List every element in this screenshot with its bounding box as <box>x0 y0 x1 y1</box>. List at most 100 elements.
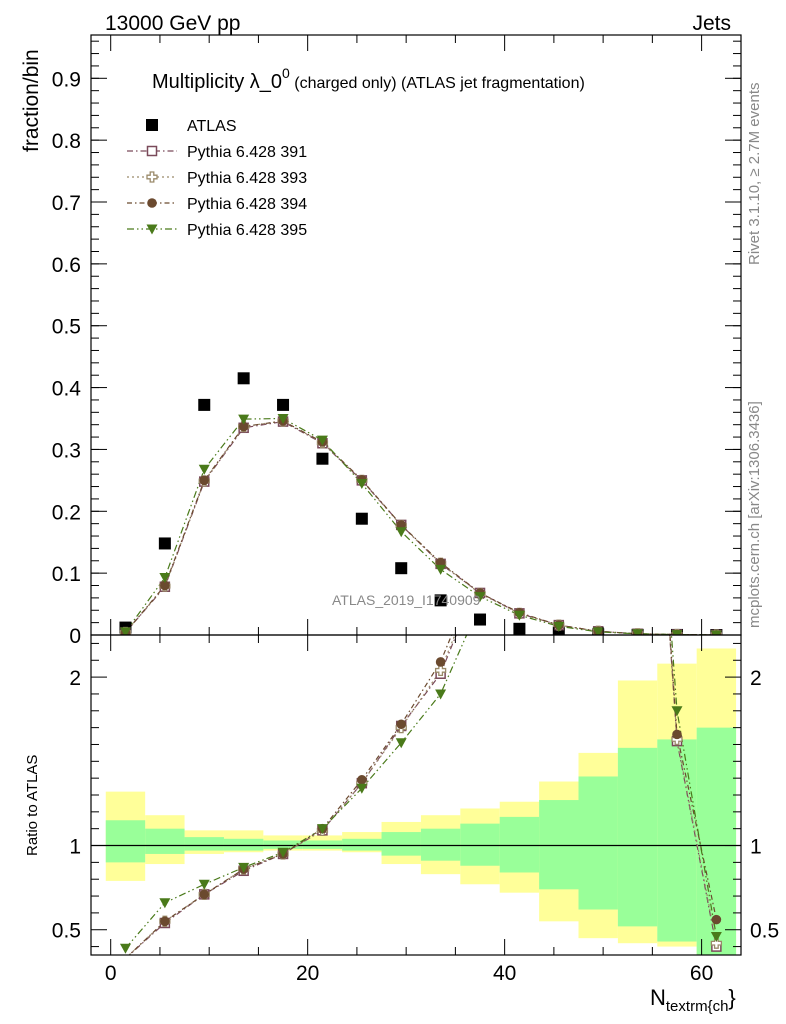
header-jets: Jets <box>692 12 731 35</box>
header-energy: 13000 GeV pp <box>105 12 240 35</box>
legend-label: ATLAS <box>187 118 237 135</box>
data-point <box>160 580 170 591</box>
ratio-point <box>435 657 446 667</box>
ratio-point <box>119 943 131 954</box>
ratio-point <box>159 898 171 909</box>
analysis-watermark: ATLAS_2019_I1740909 <box>332 592 481 608</box>
data-point <box>158 537 171 550</box>
y-tick-label: 0.5 <box>52 316 81 339</box>
data-point <box>435 564 447 575</box>
band-green-bin <box>105 820 146 863</box>
y-tick-label: 0.1 <box>52 563 81 586</box>
data-point <box>237 372 250 385</box>
y-tick-label: 0.2 <box>52 501 81 524</box>
band-green-bin <box>539 800 579 890</box>
data-point <box>553 621 565 632</box>
x-tick-label: 40 <box>493 962 516 985</box>
uncertainty-bands <box>105 648 737 955</box>
main-panel <box>119 372 723 635</box>
ratio-point <box>160 916 170 927</box>
data-point <box>355 512 368 525</box>
ratio-point <box>356 783 368 794</box>
legend-marker <box>147 198 157 208</box>
ratio-line <box>125 635 717 949</box>
data-point <box>238 414 250 425</box>
data-point <box>277 398 290 411</box>
plot-title: Multiplicity λ_00 (charged only) (ATLAS … <box>152 65 585 93</box>
band-green-bin <box>342 838 382 851</box>
ratio-point <box>395 738 407 749</box>
legend-entry: Pythia 6.428 395 <box>127 222 307 239</box>
legend-marker <box>146 119 158 131</box>
data-point <box>198 464 210 475</box>
data-point <box>434 594 447 607</box>
legend-entry: Pythia 6.428 391 <box>127 144 307 161</box>
ratio-y-tick-label-right: 0.5 <box>750 920 779 943</box>
y-axis-label-ratio: Ratio to ATLAS <box>24 755 41 856</box>
y-tick-label: 0.9 <box>52 68 81 91</box>
band-green-bin <box>381 832 421 856</box>
data-point <box>199 475 210 486</box>
legend-entry: Pythia 6.428 393 <box>127 170 307 187</box>
y-tick-label: 0.3 <box>52 439 81 462</box>
x-tick-label: 0 <box>105 962 117 985</box>
band-green-bin <box>657 739 697 942</box>
ratio-line <box>128 635 717 955</box>
data-point <box>671 630 683 635</box>
rivet-label: Rivet 3.1.10, ≥ 2.7M events <box>746 83 763 266</box>
band-green-bin <box>223 838 264 851</box>
y-tick-label: 0 <box>69 625 81 648</box>
band-green-bin <box>263 840 303 849</box>
ratio-y-tick-label: 2 <box>69 667 81 690</box>
series-line <box>125 417 717 635</box>
ratio-line <box>128 635 717 955</box>
ratio-point <box>199 889 210 900</box>
ratio-point <box>434 664 447 677</box>
band-green-bin <box>460 823 500 866</box>
legend-label: Pythia 6.428 395 <box>187 222 307 239</box>
ratio-panel <box>91 635 741 955</box>
x-axis-label: Ntextrm{ch} <box>650 985 736 1015</box>
ratio-point <box>672 729 682 740</box>
y-tick-label: 0.6 <box>52 254 81 277</box>
data-point <box>159 572 171 583</box>
legend-label: Pythia 6.428 393 <box>187 170 307 187</box>
series-line <box>125 420 717 635</box>
data-point <box>474 592 486 603</box>
data-point <box>474 613 487 626</box>
ratio-point <box>316 824 328 835</box>
data-point <box>513 622 526 635</box>
mcplots-label: mcplots.cern.ch [arXiv:1306.3436] <box>746 401 763 628</box>
data-point <box>632 629 644 635</box>
ratio-y-tick-label-right: 1 <box>750 836 762 859</box>
data-point <box>316 435 328 446</box>
data-point <box>395 527 407 538</box>
y-tick-label: 0.7 <box>52 192 81 215</box>
band-green-bin <box>184 837 224 851</box>
ratio-point <box>357 775 367 785</box>
ratio-point <box>671 706 683 717</box>
band-green-bin <box>420 828 461 861</box>
ratio-point <box>238 862 250 873</box>
x-tick-label: 20 <box>296 962 319 985</box>
legend-marker <box>146 145 158 157</box>
data-point <box>513 610 525 621</box>
band-green-bin <box>145 828 185 854</box>
ratio-point <box>435 689 447 700</box>
ratio-point <box>198 879 210 890</box>
data-point <box>316 452 329 465</box>
y-tick-label: 0.8 <box>52 130 81 153</box>
ratio-point <box>710 937 723 949</box>
data-point <box>356 478 368 489</box>
data-point <box>238 421 249 432</box>
legend-entry: Pythia 6.428 394 <box>127 196 307 213</box>
ratio-y-tick-label: 0.5 <box>52 920 81 943</box>
axes: 00.10.20.30.40.50.60.70.80.90.5 0.51 12 20 2… <box>52 35 779 985</box>
ratio-point <box>277 847 289 858</box>
data-point <box>592 627 604 635</box>
data-point <box>277 414 289 425</box>
x-tick-label: 60 <box>690 962 713 985</box>
legend-label: Pythia 6.428 391 <box>187 144 307 161</box>
ratio-point <box>710 931 722 942</box>
legend-entry: ATLAS <box>146 118 237 135</box>
